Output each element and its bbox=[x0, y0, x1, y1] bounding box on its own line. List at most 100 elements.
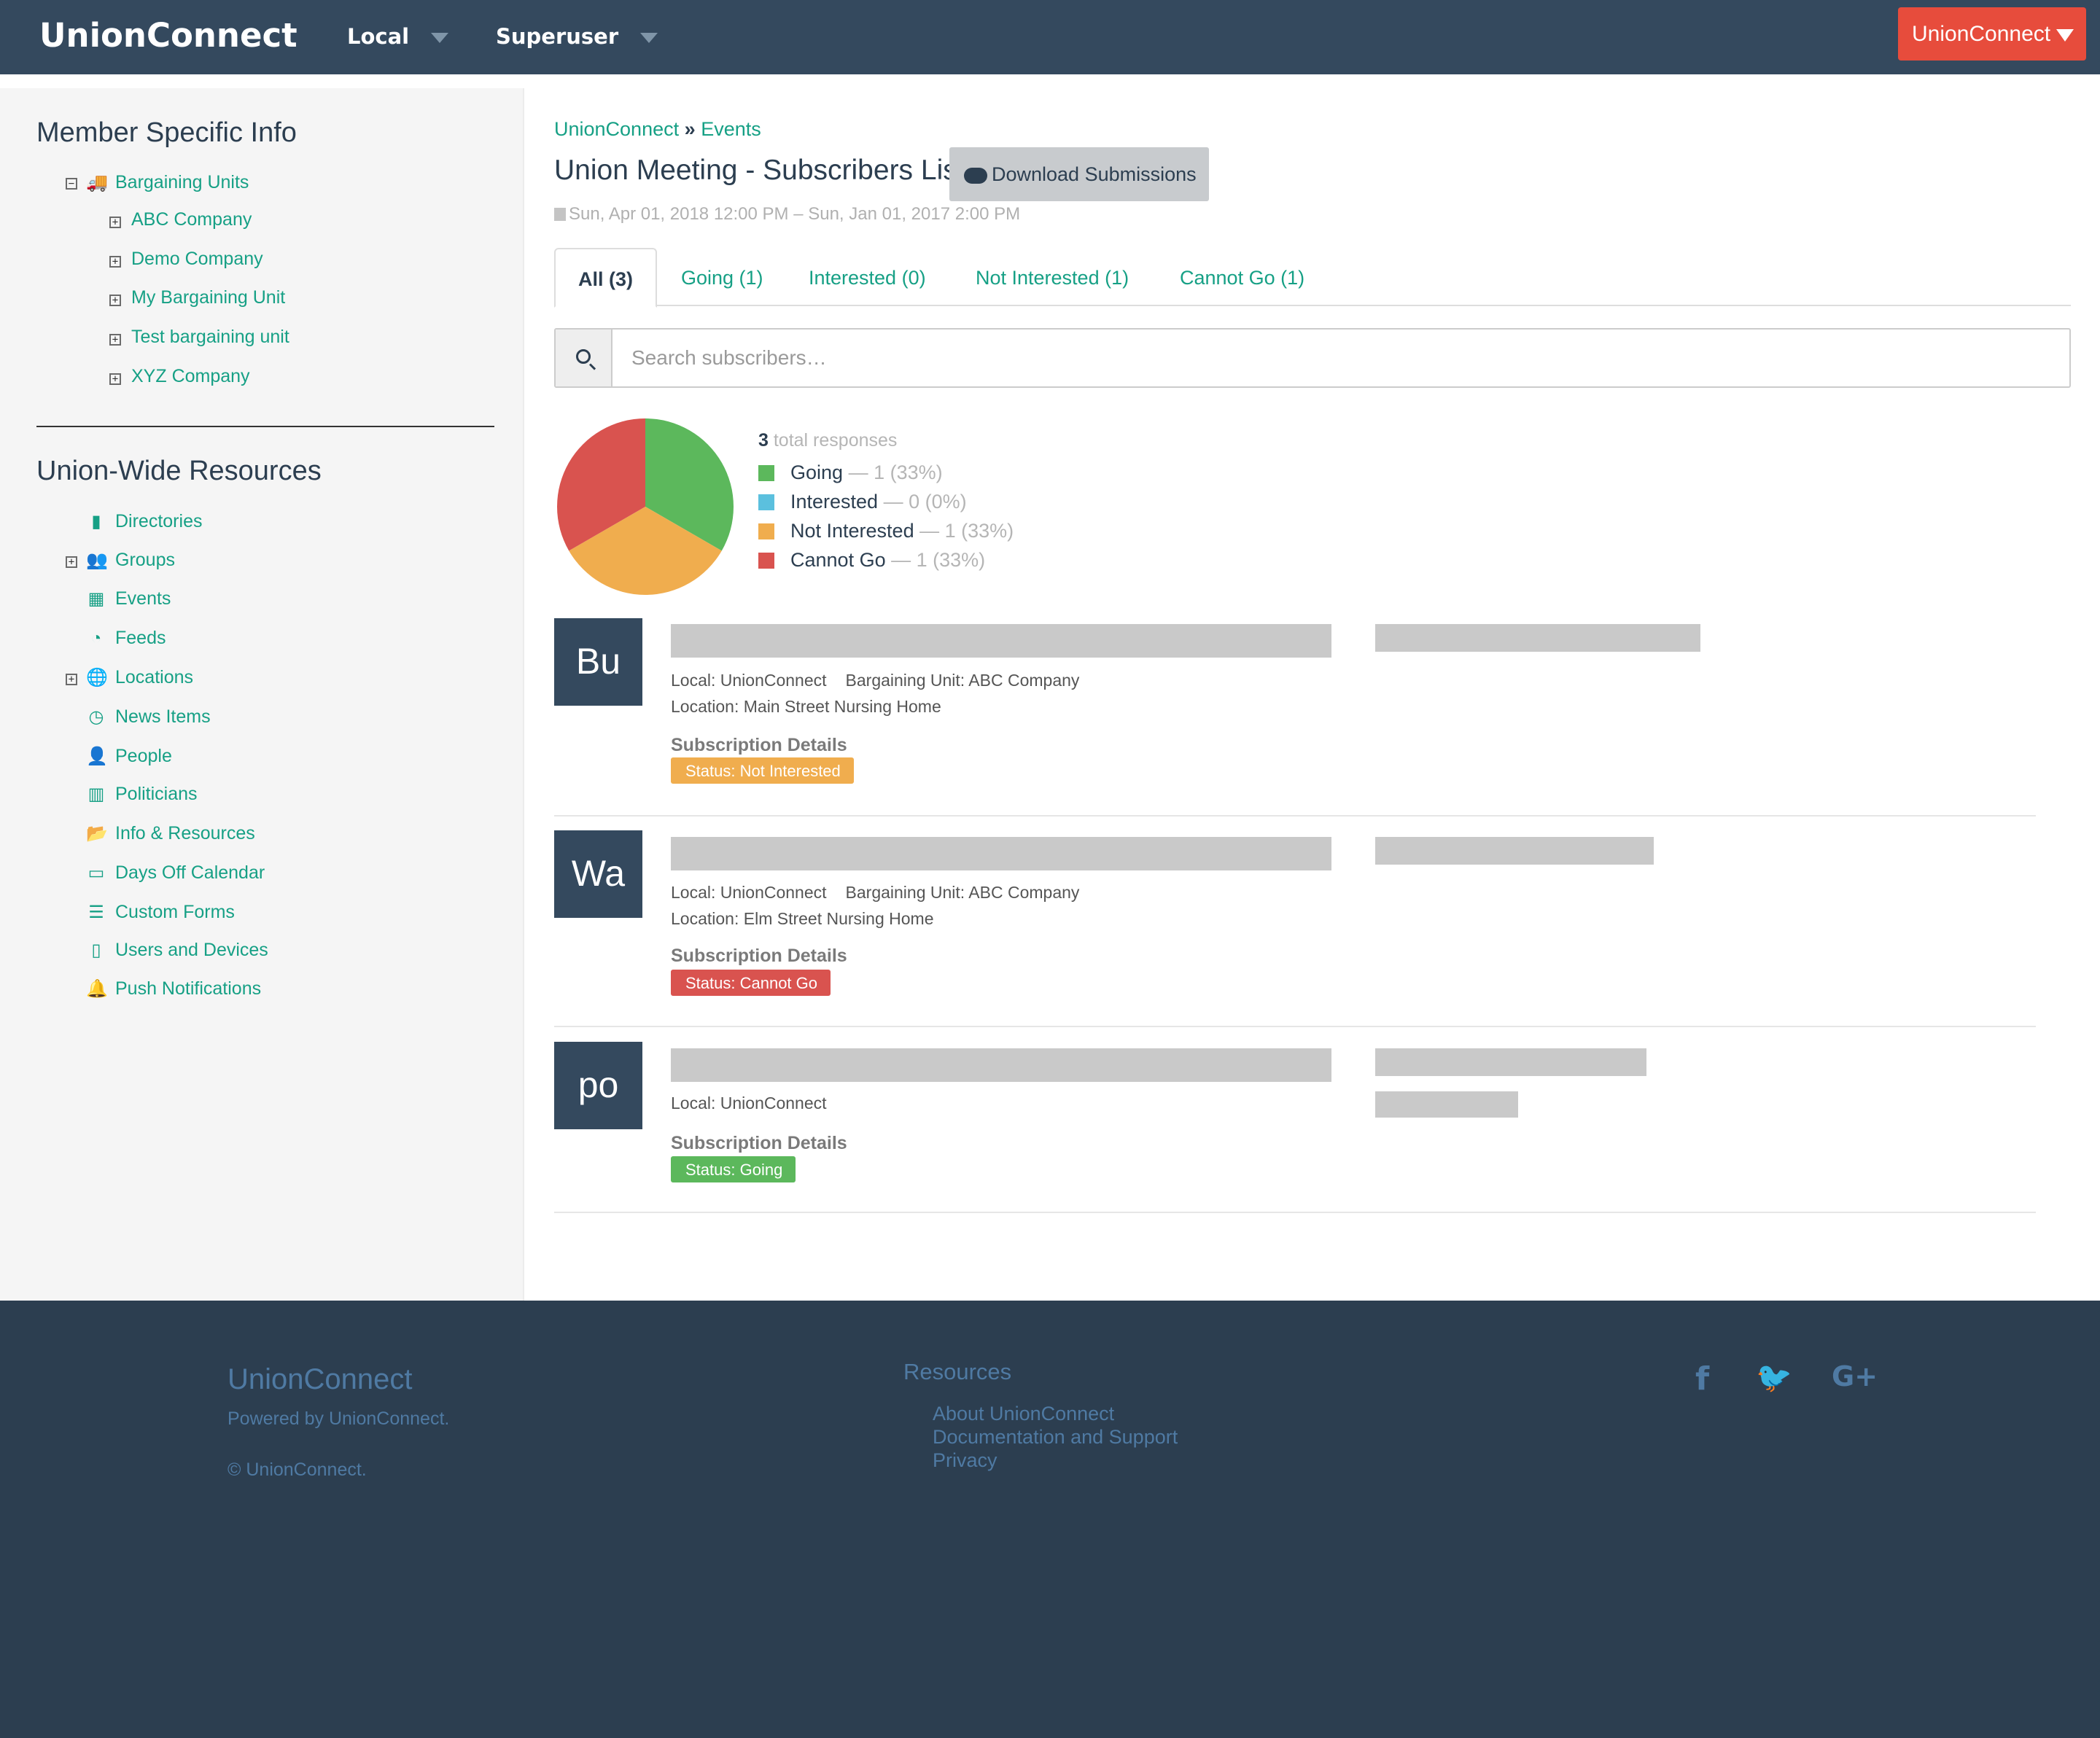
sidebar-item-directories[interactable]: ▮ Directories bbox=[86, 511, 202, 532]
sidebar-item-feeds[interactable]: ◔ Feeds bbox=[86, 628, 166, 649]
status-badge: Status: Not Interested bbox=[671, 757, 854, 784]
sidebar-item-label: Directories bbox=[115, 511, 203, 531]
sidebar-item-events[interactable]: ▦ Events bbox=[86, 588, 171, 609]
redacted-name-bar bbox=[671, 624, 1331, 658]
footer-resources-heading: Resources bbox=[903, 1359, 1012, 1384]
sidebar-item-label: Feeds bbox=[115, 628, 166, 648]
calendar-icon: ▭ bbox=[88, 863, 105, 883]
sidebar-item-locations[interactable]: 🌐 Locations bbox=[86, 667, 193, 688]
expand-toggle-icon[interactable]: + bbox=[109, 217, 121, 228]
sidebar-item-users-devices[interactable]: ▯ Users and Devices bbox=[86, 940, 268, 961]
calendar-grid-icon: ▦ bbox=[88, 589, 105, 609]
event-date-range: Sun, Apr 01, 2018 12:00 PM – Sun, Jan 01… bbox=[554, 204, 1020, 225]
users-icon: 👥 bbox=[86, 550, 108, 570]
subscriber-meta: Local: UnionConnect Bargaining Unit: ABC … bbox=[671, 671, 1079, 690]
footer-brand: UnionConnect bbox=[228, 1363, 413, 1395]
sidebar-item-push-notifications[interactable]: 🔔 Push Notifications bbox=[86, 978, 261, 999]
legend-count: — 1 (33%) bbox=[891, 549, 986, 571]
member-info-heading: Member Specific Info bbox=[36, 117, 297, 148]
tab-not-interested[interactable]: Not Interested (1) bbox=[976, 267, 1129, 289]
superuser-dropdown-label: Superuser bbox=[496, 24, 619, 49]
sidebar-item-test-bargaining-unit[interactable]: Test bargaining unit bbox=[131, 327, 289, 347]
breadcrumb: UnionConnect » Events bbox=[554, 118, 761, 141]
local-text: Local: UnionConnect bbox=[671, 1094, 827, 1112]
sidebar-item-news-items[interactable]: ◷ News Items bbox=[86, 706, 211, 728]
collapse-toggle-icon[interactable]: − bbox=[66, 178, 77, 190]
avatar: Wa bbox=[554, 830, 642, 918]
subscription-details-label: Subscription Details bbox=[671, 1133, 847, 1153]
google-plus-icon[interactable]: G+ bbox=[1832, 1360, 1878, 1392]
breadcrumb-separator: » bbox=[684, 118, 696, 140]
breadcrumb-current-link[interactable]: Events bbox=[701, 118, 761, 140]
download-button-label: Download Submissions bbox=[992, 163, 1197, 185]
status-tabs: All (3) Going (1) Interested (0) Not Int… bbox=[554, 248, 2071, 308]
location-text: Location: Main Street Nursing Home bbox=[671, 697, 941, 716]
sidebar-item-demo-company[interactable]: Demo Company bbox=[131, 249, 263, 269]
footer-copyright: © UnionConnect. bbox=[228, 1460, 367, 1480]
subscriber-row[interactable]: po Local: UnionConnect Subscription Deta… bbox=[554, 1042, 2036, 1213]
sidebar-item-custom-forms[interactable]: ☰ Custom Forms bbox=[86, 902, 235, 923]
facebook-icon[interactable]: f bbox=[1695, 1360, 1710, 1398]
account-button-label: UnionConnect bbox=[1912, 22, 2051, 46]
avatar: po bbox=[554, 1042, 642, 1129]
cloud-download-icon bbox=[964, 167, 987, 184]
sidebar-item-label: Days Off Calendar bbox=[115, 862, 265, 883]
subscriber-meta: Local: UnionConnect Bargaining Unit: ABC … bbox=[671, 883, 1079, 903]
sidebar-item-label: Push Notifications bbox=[115, 978, 262, 999]
subscriber-row[interactable]: Wa Local: UnionConnect Bargaining Unit: A… bbox=[554, 830, 2036, 1027]
sidebar-item-label: Politicians bbox=[115, 784, 198, 804]
sidebar-item-politicians[interactable]: ▥ Politicians bbox=[86, 784, 198, 805]
search-input[interactable] bbox=[614, 330, 2069, 386]
breadcrumb-root-link[interactable]: UnionConnect bbox=[554, 118, 680, 140]
subscriber-row[interactable]: Bu Local: UnionConnect Bargaining Unit: A… bbox=[554, 618, 2036, 817]
footer-link-documentation[interactable]: Documentation and Support bbox=[933, 1426, 1178, 1448]
download-submissions-button[interactable]: Download Submissions bbox=[949, 147, 1209, 201]
local-dropdown[interactable]: Local bbox=[347, 24, 449, 49]
sidebar-item-label: Bargaining Units bbox=[115, 172, 249, 192]
superuser-dropdown[interactable]: Superuser bbox=[496, 24, 658, 49]
legend-count: — 1 (33%) bbox=[848, 461, 943, 483]
legend-item-interested: Interested — 0 (0%) bbox=[758, 491, 967, 513]
sidebar-item-bargaining-units[interactable]: 🚚 Bargaining Units bbox=[86, 172, 249, 193]
sidebar-item-info-resources[interactable]: 📂 Info & Resources bbox=[86, 823, 255, 844]
expand-toggle-icon[interactable]: + bbox=[66, 556, 77, 568]
footer-link-about[interactable]: About UnionConnect bbox=[933, 1403, 1115, 1425]
sidebar-item-groups[interactable]: 👥 Groups bbox=[86, 550, 175, 571]
brand-logo[interactable]: UnionConnect bbox=[39, 16, 298, 55]
sidebar-item-abc-company[interactable]: ABC Company bbox=[131, 209, 252, 230]
tab-going[interactable]: Going (1) bbox=[681, 267, 763, 289]
sidebar-item-days-off-calendar[interactable]: ▭ Days Off Calendar bbox=[86, 862, 265, 884]
local-text: Local: UnionConnect bbox=[671, 671, 827, 690]
sidebar-item-my-bargaining-unit[interactable]: My Bargaining Unit bbox=[131, 287, 286, 308]
footer-powered-by: Powered by UnionConnect. bbox=[228, 1408, 450, 1429]
chevron-down-icon bbox=[431, 33, 449, 43]
legend-label: Cannot Go bbox=[790, 549, 886, 571]
expand-toggle-icon[interactable]: + bbox=[109, 256, 121, 268]
legend-swatch bbox=[758, 465, 774, 481]
expand-toggle-icon[interactable]: + bbox=[109, 334, 121, 346]
twitter-icon[interactable]: 🐦 bbox=[1756, 1361, 1792, 1395]
chevron-down-icon bbox=[640, 33, 658, 43]
sidebar-divider bbox=[36, 426, 494, 427]
sidebar-item-xyz-company[interactable]: XYZ Company bbox=[131, 366, 250, 386]
tab-interested[interactable]: Interested (0) bbox=[809, 267, 926, 289]
expand-toggle-icon[interactable]: + bbox=[109, 295, 121, 306]
footer-link-privacy[interactable]: Privacy bbox=[933, 1449, 998, 1471]
pie-slice-going bbox=[645, 418, 734, 551]
expand-toggle-icon[interactable]: + bbox=[109, 373, 121, 385]
legend-count: — 0 (0%) bbox=[883, 491, 967, 513]
status-badge: Status: Going bbox=[671, 1156, 796, 1182]
calendar-icon bbox=[554, 208, 566, 221]
redacted-contact-bar bbox=[1375, 624, 1700, 652]
pie-slice-not-interested bbox=[569, 507, 722, 595]
legend-count: — 1 (33%) bbox=[919, 520, 1014, 542]
redacted-contact-bar bbox=[1375, 837, 1654, 865]
tab-cannot-go[interactable]: Cannot Go (1) bbox=[1180, 267, 1305, 289]
sidebar-item-people[interactable]: 👤 People bbox=[86, 746, 172, 767]
tab-all[interactable]: All (3) bbox=[554, 248, 658, 308]
subscription-details-label: Subscription Details bbox=[671, 946, 847, 966]
status-badge: Status: Cannot Go bbox=[671, 970, 831, 996]
expand-toggle-icon[interactable]: + bbox=[66, 674, 77, 685]
union-resources-heading: Union-Wide Resources bbox=[36, 456, 322, 486]
account-dropdown-button[interactable]: UnionConnect bbox=[1898, 7, 2086, 61]
